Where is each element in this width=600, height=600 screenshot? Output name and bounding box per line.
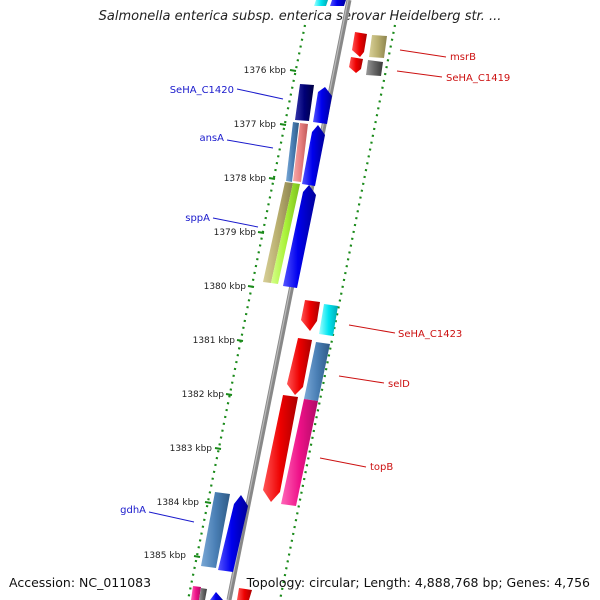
- gene-blue-arrow-4[interactable]: [218, 495, 248, 572]
- label-SeHA_C1420[interactable]: SeHA_C1420: [170, 85, 234, 96]
- gene-small-red[interactable]: [349, 57, 363, 73]
- label-topB[interactable]: topB: [370, 462, 393, 473]
- gene-ansA[interactable]: [286, 122, 299, 182]
- gene-sppA[interactable]: [263, 182, 293, 283]
- gene-SeHA_C1423[interactable]: [319, 304, 338, 336]
- leader-msrB: [399, 49, 447, 58]
- tick-marks: [193, 69, 297, 558]
- tick-label: 1385 kbp: [144, 551, 187, 561]
- gene-salmon[interactable]: [293, 123, 308, 182]
- leader-SeHA_C1423: [348, 324, 396, 334]
- tick-label: 1379 kbp: [214, 228, 257, 238]
- accession-text: Accession: NC_011083: [9, 575, 152, 590]
- label-gdhA[interactable]: gdhA: [120, 505, 146, 516]
- gene-gray-bottom[interactable]: [199, 588, 207, 600]
- label-msrB[interactable]: msrB: [450, 52, 476, 63]
- gene-gdhA[interactable]: [201, 492, 230, 568]
- gene-red-bottom[interactable]: [237, 588, 252, 600]
- tick-label: 1376 kbp: [244, 66, 287, 76]
- label-sppA[interactable]: sppA: [185, 213, 210, 224]
- tick-label: 1377 kbp: [234, 120, 277, 130]
- gene-msrB[interactable]: [369, 35, 387, 58]
- leader-SeHA_C1419: [396, 70, 443, 78]
- gene-SeHA_C1419[interactable]: [366, 60, 383, 76]
- gene-SeHA_C1420[interactable]: [295, 84, 314, 121]
- gene-blue-top[interactable]: [330, 0, 346, 6]
- tick-label: 1384 kbp: [157, 498, 200, 508]
- gene-lime[interactable]: [271, 183, 300, 284]
- leader-topB: [319, 457, 367, 468]
- leader-sppA: [212, 217, 259, 228]
- label-selD[interactable]: selD: [388, 379, 410, 390]
- tick-label: 1380 kbp: [204, 282, 247, 292]
- gene-red-arrow-1[interactable]: [301, 300, 320, 331]
- label-SeHA_C1419[interactable]: SeHA_C1419: [446, 73, 510, 84]
- gene-selD[interactable]: [304, 342, 330, 401]
- leader-gdhA: [148, 511, 195, 523]
- gene-blue-arrow-1[interactable]: [313, 87, 332, 124]
- map-title: Salmonella enterica subsp. enterica sero…: [98, 9, 502, 24]
- gene-blue-bottom[interactable]: [210, 592, 223, 600]
- gene-blue-arrow-2[interactable]: [302, 125, 325, 186]
- gene-pink-bottom[interactable]: [191, 586, 201, 600]
- label-SeHA_C1423[interactable]: SeHA_C1423: [398, 329, 462, 340]
- gene-topB[interactable]: [281, 399, 318, 506]
- tick-label: 1382 kbp: [182, 390, 225, 400]
- leader-selD: [338, 375, 385, 384]
- leader-SeHA_C1420: [236, 88, 284, 100]
- genome-summary-text: Topology: circular; Length: 4,888,768 bp…: [246, 575, 590, 590]
- tick-label: 1378 kbp: [224, 174, 267, 184]
- tick-label: 1383 kbp: [170, 444, 213, 454]
- leader-ansA: [226, 139, 274, 149]
- gene-msrB-red[interactable]: [352, 32, 367, 57]
- label-ansA[interactable]: ansA: [199, 133, 224, 144]
- gene-red-arrow-2[interactable]: [287, 338, 312, 395]
- tick-label: 1381 kbp: [193, 336, 236, 346]
- gene-red-arrow-3[interactable]: [263, 395, 298, 502]
- gene-cyan-top[interactable]: [314, 0, 328, 6]
- gene-blue-arrow-3[interactable]: [283, 185, 316, 288]
